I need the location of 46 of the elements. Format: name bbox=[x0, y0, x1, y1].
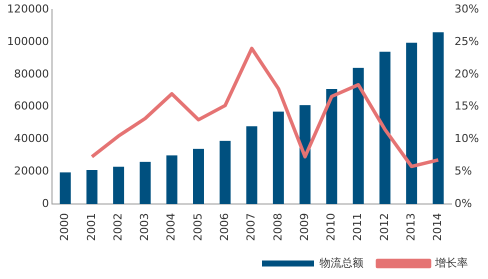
bar bbox=[193, 148, 204, 204]
bar bbox=[300, 105, 311, 204]
x-tick-label: 2002 bbox=[111, 213, 124, 242]
y-tick-label: 20000 bbox=[14, 164, 49, 178]
legend-label: 物流总额 bbox=[320, 256, 364, 270]
x-tick-label: 2010 bbox=[324, 213, 338, 242]
bar bbox=[352, 68, 364, 204]
y2-tick-label: 25% bbox=[454, 34, 480, 48]
bar bbox=[86, 170, 98, 204]
y2-tick-label: 15% bbox=[454, 100, 480, 113]
bar bbox=[166, 155, 178, 204]
x-tick-label: 2014 bbox=[431, 213, 444, 242]
x-tick-label: 2005 bbox=[191, 213, 204, 242]
y-tick-label: 60000 bbox=[14, 100, 49, 113]
y2-tick-label: 10% bbox=[454, 132, 480, 146]
y-tick-label: 80000 bbox=[14, 67, 49, 80]
y2-tick-label: 30% bbox=[454, 2, 480, 16]
bar bbox=[326, 88, 338, 204]
bar bbox=[60, 172, 71, 204]
bar bbox=[379, 52, 390, 204]
x-tick-label: 2001 bbox=[84, 213, 98, 242]
bar bbox=[220, 140, 231, 204]
y2-tick-label: 20% bbox=[454, 67, 480, 80]
y2-tick-label: 0% bbox=[454, 196, 472, 210]
x-tick-label: 2006 bbox=[218, 213, 231, 242]
y-tick-label: 100000 bbox=[6, 34, 49, 48]
x-tick-label: 2011 bbox=[351, 213, 364, 242]
x-tick-label: 2012 bbox=[378, 213, 391, 242]
x-tick-label: 2000 bbox=[58, 213, 72, 242]
bar bbox=[113, 166, 124, 204]
y-tick-label: 40000 bbox=[14, 132, 49, 146]
y-tick-label: 120000 bbox=[6, 2, 49, 16]
x-tick-label: 2004 bbox=[164, 213, 178, 242]
y-tick-label: 0 bbox=[42, 196, 49, 210]
legend-label: 增长率 bbox=[434, 256, 468, 270]
bar bbox=[246, 126, 258, 204]
x-tick-label: 2013 bbox=[404, 213, 418, 242]
bar bbox=[272, 112, 284, 204]
x-tick-label: 2007 bbox=[244, 213, 258, 242]
bar bbox=[432, 32, 444, 204]
x-tick-label: 2003 bbox=[138, 213, 152, 242]
bar bbox=[406, 42, 418, 204]
y2-tick-label: 5% bbox=[454, 164, 472, 178]
x-tick-label: 2008 bbox=[271, 213, 284, 242]
x-tick-label: 2009 bbox=[298, 213, 311, 242]
bar bbox=[140, 162, 151, 204]
